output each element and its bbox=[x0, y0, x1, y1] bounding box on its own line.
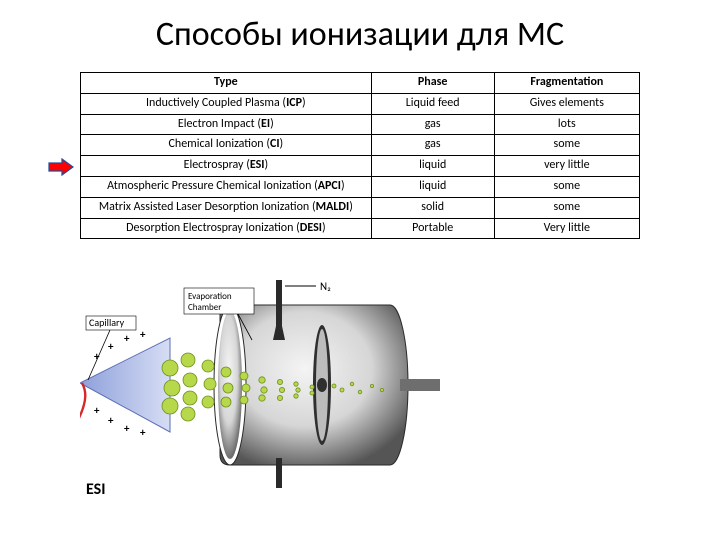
svg-text:+: + bbox=[108, 414, 114, 427]
highlight-arrow-icon bbox=[48, 158, 74, 176]
ionization-table-container: Type Phase Fragmentation Inductively Cou… bbox=[80, 72, 640, 239]
capillary-line bbox=[80, 383, 85, 420]
page-title: Способы ионизации для МС bbox=[0, 14, 720, 55]
cell-phase: gas bbox=[371, 114, 494, 135]
svg-text:Chamber: Chamber bbox=[188, 302, 221, 313]
cell-frag: some bbox=[494, 135, 639, 156]
ionization-table: Type Phase Fragmentation Inductively Cou… bbox=[80, 72, 640, 239]
table-row: Matrix Assisted Laser Desorption Ionizat… bbox=[81, 197, 640, 218]
svg-text:+: + bbox=[124, 422, 130, 435]
table-row-highlighted: Electrospray (ESI) liquid very little bbox=[81, 156, 640, 177]
cell-type: Desorption Electrospray Ionization (DESI… bbox=[81, 218, 372, 239]
capillary-label: Capillary bbox=[89, 316, 125, 329]
cell-type: Electrospray (ESI) bbox=[81, 156, 372, 177]
table-row: Desorption Electrospray Ionization (DESI… bbox=[81, 218, 640, 239]
table-row: Chemical Ionization (CI) gas some bbox=[81, 135, 640, 156]
cell-phase: liquid bbox=[371, 156, 494, 177]
drain-tube bbox=[276, 458, 282, 488]
cell-frag: lots bbox=[494, 114, 639, 135]
cell-frag: Very little bbox=[494, 218, 639, 239]
cell-frag: some bbox=[494, 197, 639, 218]
svg-text:+: + bbox=[140, 328, 146, 341]
cell-type: Inductively Coupled Plasma (ICP) bbox=[81, 93, 372, 114]
table-row: Atmospheric Pressure Chemical Ionization… bbox=[81, 176, 640, 197]
table-header-row: Type Phase Fragmentation bbox=[81, 73, 640, 94]
cell-phase: liquid bbox=[371, 176, 494, 197]
cell-phase: solid bbox=[371, 197, 494, 218]
cell-frag: some bbox=[494, 176, 639, 197]
cell-frag: Gives elements bbox=[494, 93, 639, 114]
n2-label: N₂ bbox=[320, 280, 331, 293]
col-frag: Fragmentation bbox=[494, 73, 639, 94]
svg-text:+: + bbox=[108, 340, 114, 353]
col-phase: Phase bbox=[371, 73, 494, 94]
cell-type: Matrix Assisted Laser Desorption Ionizat… bbox=[81, 197, 372, 218]
col-type: Type bbox=[81, 73, 372, 94]
arrow-path bbox=[49, 159, 73, 175]
cell-type: Electron Impact (EI) bbox=[81, 114, 372, 135]
esi-diagram: N₂ + + + + + + + + bbox=[80, 280, 440, 490]
svg-text:+: + bbox=[94, 404, 100, 417]
table-row: Inductively Coupled Plasma (ICP) Liquid … bbox=[81, 93, 640, 114]
table-row: Electron Impact (EI) gas lots bbox=[81, 114, 640, 135]
cell-type: Chemical Ionization (CI) bbox=[81, 135, 372, 156]
esi-caption: ESI bbox=[86, 480, 105, 499]
cell-phase: Liquid feed bbox=[371, 93, 494, 114]
cell-type: Atmospheric Pressure Chemical Ionization… bbox=[81, 176, 372, 197]
slide: Способы ионизации для МС Type Phase Frag… bbox=[0, 0, 720, 540]
cell-phase: gas bbox=[371, 135, 494, 156]
cell-frag: very little bbox=[494, 156, 639, 177]
svg-text:+: + bbox=[94, 350, 100, 363]
svg-text:+: + bbox=[140, 426, 146, 439]
svg-text:Evaporation: Evaporation bbox=[188, 291, 232, 302]
svg-text:+: + bbox=[124, 332, 130, 345]
cell-phase: Portable bbox=[371, 218, 494, 239]
